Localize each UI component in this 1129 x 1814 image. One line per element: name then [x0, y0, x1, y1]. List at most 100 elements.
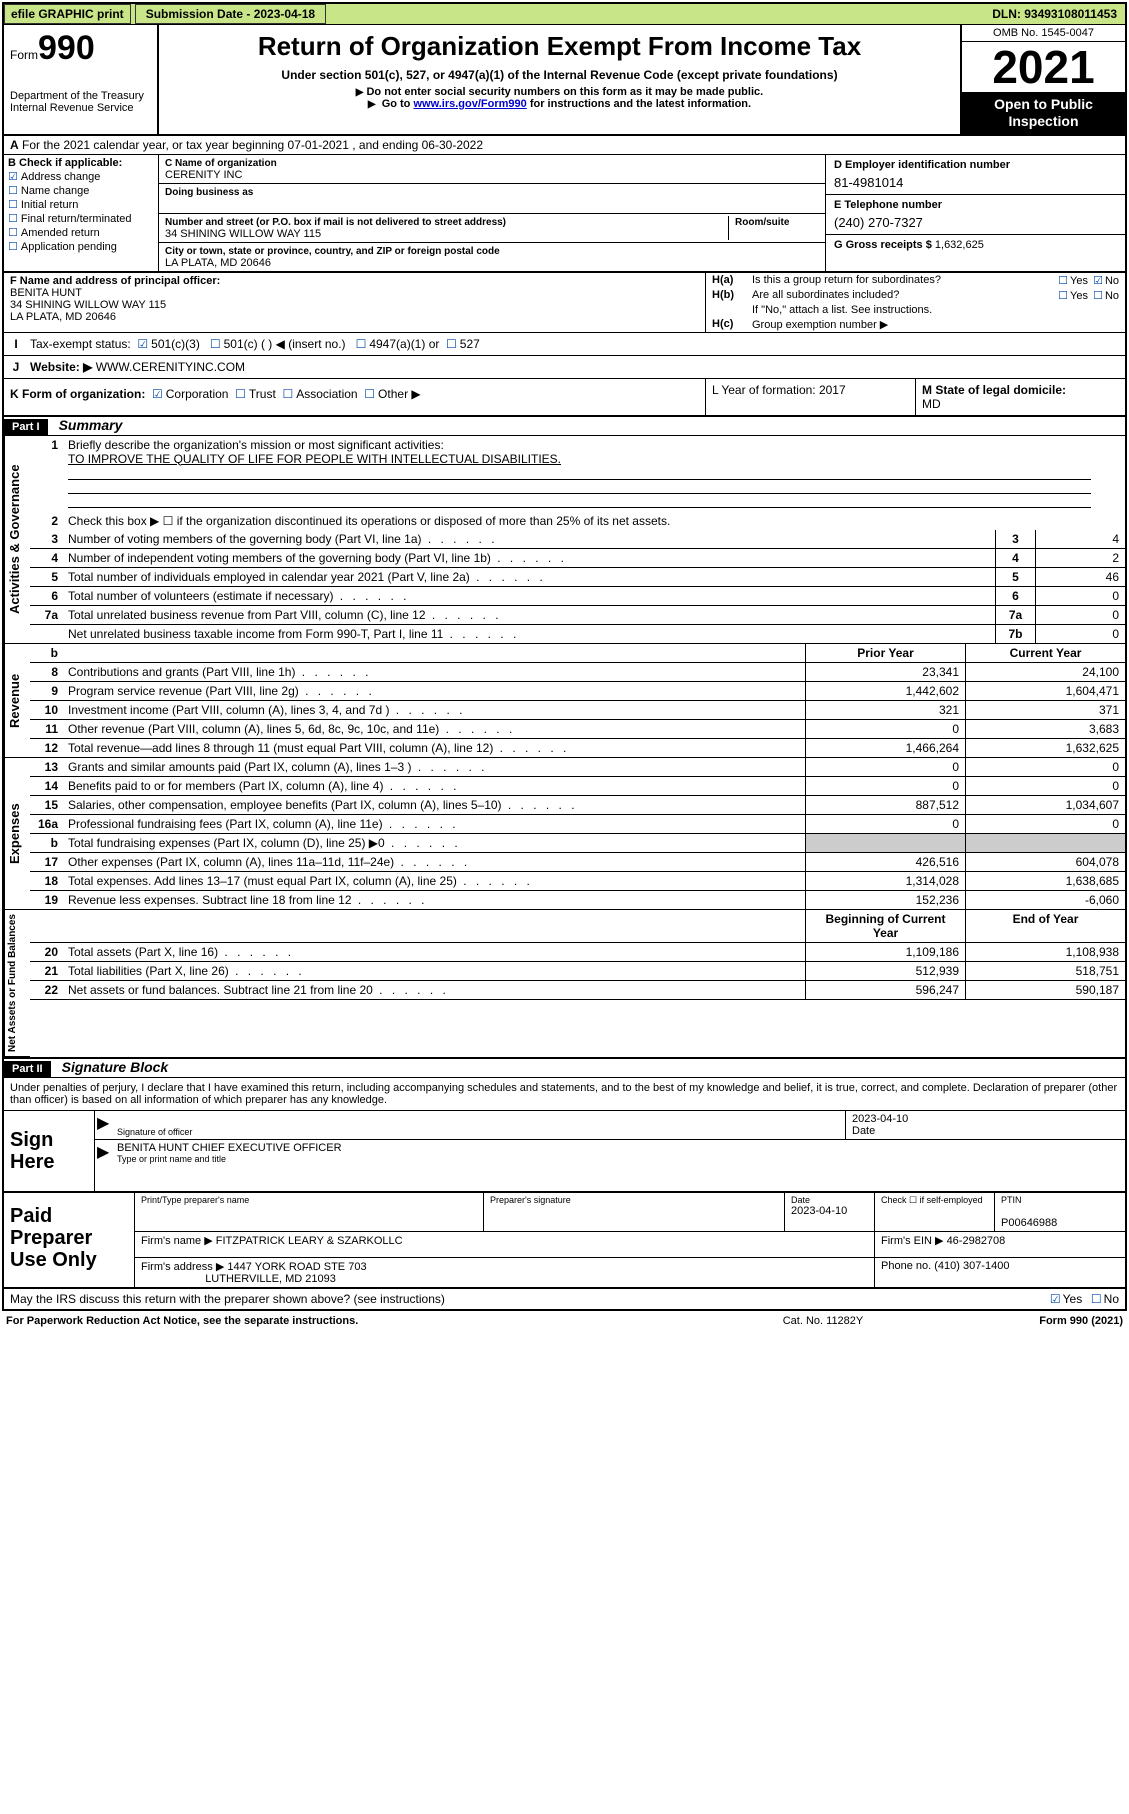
firm-name: FITZPATRICK LEARY & SZARKOLLC: [216, 1235, 403, 1247]
dept-treasury: Department of the Treasury Internal Reve…: [10, 90, 151, 114]
line-a-taxyear-range: A For the 2021 calendar year, or tax yea…: [4, 136, 1125, 155]
dba-label: Doing business as: [165, 187, 253, 198]
chk-amended-return[interactable]: Amended return: [8, 226, 154, 239]
tab-expenses: Expenses: [4, 758, 30, 910]
officer-addr2: LA PLATA, MD 20646: [10, 311, 116, 323]
city: LA PLATA, MD 20646: [165, 257, 271, 269]
summary-row: 9 Program service revenue (Part VIII, li…: [30, 682, 1125, 701]
col-b-checkboxes: B Check if applicable: Address change Na…: [4, 155, 159, 271]
prep-date-label: Date: [791, 1195, 868, 1205]
part-ii-header: Part II Signature Block: [4, 1059, 1125, 1078]
chk-4947[interactable]: 4947(a)(1) or: [356, 337, 440, 351]
mission-text: TO IMPROVE THE QUALITY OF LIFE FOR PEOPL…: [68, 452, 561, 466]
ha-question: Is this a group return for subordinates?: [752, 274, 1056, 286]
year-formation: L Year of formation: 2017: [705, 379, 915, 415]
officer-name-title: BENITA HUNT CHIEF EXECUTIVE OFFICER: [117, 1142, 1121, 1154]
chk-association[interactable]: Association: [282, 387, 357, 401]
tab-activities-governance: Activities & Governance: [4, 436, 30, 644]
prep-self-employed[interactable]: Check ☐ if self-employed: [881, 1195, 988, 1206]
ha-answer[interactable]: Yes No: [1056, 274, 1119, 287]
hb-answer[interactable]: Yes No: [1056, 289, 1119, 302]
website-value: WWW.CERENITYINC.COM: [96, 360, 245, 374]
line-2-discontinued: Check this box ▶ ☐ if the organization d…: [64, 512, 1125, 530]
summary-row: 13 Grants and similar amounts paid (Part…: [30, 758, 1125, 777]
firm-addr2: LUTHERVILLE, MD 21093: [205, 1273, 336, 1285]
col-current-year: Current Year: [965, 644, 1125, 662]
perjury-statement: Under penalties of perjury, I declare th…: [4, 1078, 1125, 1111]
signature-caret-icon: ▶: [95, 1111, 113, 1139]
chk-trust[interactable]: Trust: [235, 387, 276, 401]
firm-name-label: Firm's name ▶: [141, 1235, 213, 1247]
chk-other[interactable]: Other ▶: [364, 387, 420, 401]
mission-label: Briefly describe the organization's miss…: [68, 438, 444, 452]
col-begin-year: Beginning of Current Year: [805, 910, 965, 942]
may-irs-answer[interactable]: Yes No: [1048, 1292, 1119, 1306]
officer-label: F Name and address of principal officer:: [10, 275, 220, 287]
summary-row: 16a Professional fundraising fees (Part …: [30, 815, 1125, 834]
irs-link[interactable]: www.irs.gov/Form990: [413, 98, 526, 110]
summary-row: 4 Number of independent voting members o…: [30, 549, 1125, 568]
summary-row: Net unrelated business taxable income fr…: [30, 625, 1125, 644]
room-label: Room/suite: [735, 217, 789, 228]
org-name-label: C Name of organization: [165, 158, 277, 169]
firm-phone: (410) 307-1400: [934, 1260, 1009, 1272]
summary-row: 17 Other expenses (Part IX, column (A), …: [30, 853, 1125, 872]
firm-addr-label: Firm's address ▶: [141, 1261, 224, 1273]
summary-row: 22 Net assets or fund balances. Subtract…: [30, 981, 1125, 1000]
summary-row: b Total fundraising expenses (Part IX, c…: [30, 834, 1125, 853]
ein: 81-4981014: [834, 175, 1117, 190]
street: 34 SHINING WILLOW WAY 115: [165, 228, 321, 240]
subtitle-3: Go to www.irs.gov/Form990 for instructio…: [167, 98, 952, 110]
chk-501c[interactable]: 501(c) ( ) ◀ (insert no.): [210, 337, 346, 351]
tab-net-assets: Net Assets or Fund Balances: [4, 910, 30, 1057]
prep-sig-label: Preparer's signature: [490, 1195, 778, 1205]
chk-name-change[interactable]: Name change: [8, 184, 154, 197]
hb-note: If "No," attach a list. See instructions…: [752, 304, 1119, 316]
website-label: Website: ▶: [30, 360, 92, 374]
chk-final-return[interactable]: Final return/terminated: [8, 212, 154, 225]
col-end-year: End of Year: [965, 910, 1125, 942]
chk-initial-return[interactable]: Initial return: [8, 198, 154, 211]
phone: (240) 270-7327: [834, 215, 1117, 230]
firm-ein: 46-2982708: [947, 1235, 1006, 1247]
firm-addr1: 1447 YORK ROAD STE 703: [227, 1261, 366, 1273]
org-name: CERENITY INC: [165, 169, 242, 181]
ein-label: D Employer identification number: [834, 159, 1010, 171]
chk-address-change[interactable]: Address change: [8, 170, 154, 183]
form-number: Form990: [10, 29, 151, 68]
summary-row: 10 Investment income (Part VIII, column …: [30, 701, 1125, 720]
paid-preparer-label: Paid Preparer Use Only: [4, 1193, 134, 1287]
summary-row: 5 Total number of individuals employed i…: [30, 568, 1125, 587]
page-footer: For Paperwork Reduction Act Notice, see …: [0, 1313, 1129, 1329]
form-title: Return of Organization Exempt From Incom…: [167, 31, 952, 62]
gross-receipts-label: G Gross receipts $: [834, 239, 932, 251]
form-header: Form990 Department of the Treasury Inter…: [4, 25, 1125, 136]
summary-row: 8 Contributions and grants (Part VIII, l…: [30, 663, 1125, 682]
summary-row: 18 Total expenses. Add lines 13–17 (must…: [30, 872, 1125, 891]
officer-addr1: 34 SHINING WILLOW WAY 115: [10, 299, 166, 311]
sig-date-label: Date: [852, 1125, 875, 1137]
f-h-row: F Name and address of principal officer:…: [4, 273, 1125, 333]
efile-print-button[interactable]: efile GRAPHIC print: [4, 4, 131, 24]
firm-phone-label: Phone no.: [881, 1260, 931, 1272]
type-name-label: Type or print name and title: [117, 1154, 1121, 1164]
gross-receipts: 1,632,625: [935, 239, 984, 251]
summary-row: 7a Total unrelated business revenue from…: [30, 606, 1125, 625]
col-prior-year: Prior Year: [805, 644, 965, 662]
part-i-header: Part I Summary: [4, 417, 1125, 436]
may-irs-question: May the IRS discuss this return with the…: [10, 1292, 1048, 1306]
phone-label: E Telephone number: [834, 199, 942, 211]
tax-exempt-status: Tax-exempt status: 501(c)(3) 501(c) ( ) …: [28, 333, 1125, 355]
summary-row: 19 Revenue less expenses. Subtract line …: [30, 891, 1125, 910]
hb-question: Are all subordinates included?: [752, 289, 1056, 301]
prep-name-label: Print/Type preparer's name: [141, 1195, 477, 1205]
summary-row: 6 Total number of volunteers (estimate i…: [30, 587, 1125, 606]
form-of-org: K Form of organization: Corporation Trus…: [4, 379, 705, 415]
chk-527[interactable]: 527: [446, 337, 480, 351]
city-label: City or town, state or province, country…: [165, 246, 500, 257]
open-to-public: Open to PublicInspection: [962, 92, 1125, 134]
chk-application-pending[interactable]: Application pending: [8, 240, 154, 253]
chk-501c3[interactable]: 501(c)(3): [137, 337, 199, 351]
summary-row: 14 Benefits paid to or for members (Part…: [30, 777, 1125, 796]
chk-corporation[interactable]: Corporation: [152, 387, 228, 401]
